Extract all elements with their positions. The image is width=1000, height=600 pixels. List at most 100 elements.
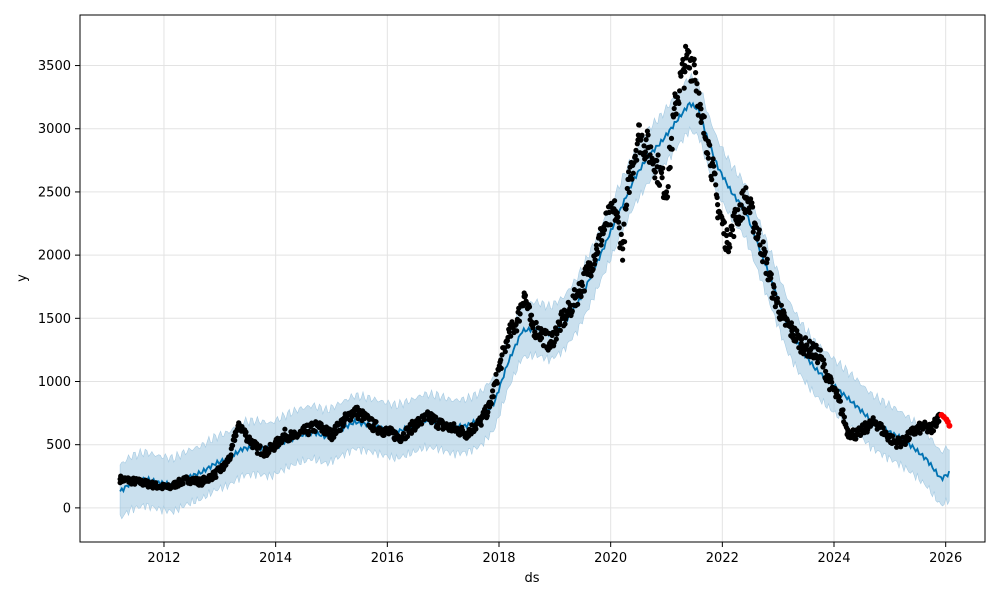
observed-point xyxy=(488,401,494,407)
observed-point xyxy=(236,420,242,426)
observed-point xyxy=(528,312,535,318)
observed-point xyxy=(655,152,661,158)
observed-point xyxy=(691,57,697,63)
observed-point xyxy=(712,171,718,177)
observed-point xyxy=(614,210,620,216)
observed-point xyxy=(451,421,457,427)
observed-point xyxy=(633,147,639,153)
observed-point xyxy=(709,177,715,183)
observed-point xyxy=(890,433,896,439)
observed-point xyxy=(731,233,737,240)
observed-point xyxy=(498,357,504,363)
observed-point xyxy=(727,244,733,250)
observed-point xyxy=(592,257,598,263)
observed-point xyxy=(841,414,848,420)
observed-point xyxy=(514,328,520,334)
observed-point xyxy=(337,427,344,433)
y-tick-label: 0 xyxy=(63,501,71,516)
y-tick-label: 3500 xyxy=(38,59,71,74)
observed-point xyxy=(821,361,827,367)
observed-point xyxy=(624,185,630,192)
observed-point xyxy=(616,225,622,231)
observed-point xyxy=(632,153,638,159)
observed-point xyxy=(738,202,744,208)
observed-point xyxy=(622,239,628,245)
observed-point xyxy=(623,206,629,212)
observed-point xyxy=(654,158,660,164)
observed-point xyxy=(228,454,234,460)
observed-point xyxy=(713,182,719,188)
observed-point xyxy=(682,69,688,75)
observed-point xyxy=(616,219,622,225)
observed-point xyxy=(701,114,707,120)
observed-point xyxy=(707,142,713,148)
observed-point xyxy=(930,428,937,434)
observed-point xyxy=(788,320,795,326)
observed-point xyxy=(676,100,682,106)
observed-point xyxy=(404,433,411,440)
observed-point xyxy=(656,182,663,188)
observed-point xyxy=(664,194,671,200)
observed-point xyxy=(760,239,766,245)
observed-point xyxy=(936,418,942,424)
observed-point xyxy=(644,128,651,134)
observed-point xyxy=(233,433,239,439)
observed-point xyxy=(711,163,717,169)
observed-point xyxy=(705,151,711,157)
uncertainty-band-area xyxy=(119,72,950,520)
observed-point xyxy=(595,249,601,255)
observed-point xyxy=(823,368,829,374)
observed-point xyxy=(499,352,505,358)
observed-point xyxy=(634,157,640,163)
observed-point xyxy=(696,90,702,96)
observed-point xyxy=(478,422,484,428)
observed-point xyxy=(590,266,596,272)
observed-point xyxy=(862,420,868,426)
observed-point xyxy=(569,308,575,314)
observed-point xyxy=(673,111,679,117)
observed-point xyxy=(687,65,693,71)
observed-point xyxy=(634,141,640,147)
x-tick-label: 2018 xyxy=(482,551,515,566)
x-tick-label: 2016 xyxy=(371,551,404,566)
observed-point xyxy=(778,302,785,308)
observed-point xyxy=(749,200,755,206)
observed-point xyxy=(771,284,777,290)
observed-point xyxy=(698,119,704,125)
observed-point xyxy=(617,245,623,251)
observed-point xyxy=(762,249,768,255)
observed-point xyxy=(626,189,632,195)
observed-point xyxy=(715,202,721,208)
observed-point xyxy=(798,336,805,343)
observed-point xyxy=(701,130,707,136)
observed-point xyxy=(641,143,647,149)
recent-point xyxy=(946,422,953,429)
observed-point xyxy=(557,319,563,325)
observed-point xyxy=(526,304,533,310)
y-tick-label: 500 xyxy=(46,438,71,453)
observed-point xyxy=(630,170,636,176)
observed-point xyxy=(498,365,504,371)
x-tick-label: 2024 xyxy=(817,551,850,566)
observed-point xyxy=(768,275,774,281)
observed-point xyxy=(652,175,658,181)
observed-point xyxy=(506,329,512,335)
observed-point xyxy=(698,106,704,112)
observed-point xyxy=(473,426,479,432)
observed-point xyxy=(669,146,675,152)
observed-point xyxy=(243,429,249,435)
observed-point xyxy=(815,360,821,366)
observed-points xyxy=(117,43,942,492)
observed-point xyxy=(649,155,655,161)
observed-point xyxy=(230,442,236,449)
observed-point xyxy=(612,198,618,204)
observed-point xyxy=(880,425,886,431)
x-tick-label: 2012 xyxy=(147,551,180,566)
observed-point xyxy=(705,155,712,161)
observed-point xyxy=(665,184,671,190)
y-tick-label: 3000 xyxy=(38,122,71,137)
observed-point xyxy=(516,318,523,324)
observed-point xyxy=(714,194,720,201)
observed-point xyxy=(772,291,778,297)
y-axis-ticks: 0 500 1000 1500 2000 2500 3000 3500 xyxy=(38,59,80,516)
